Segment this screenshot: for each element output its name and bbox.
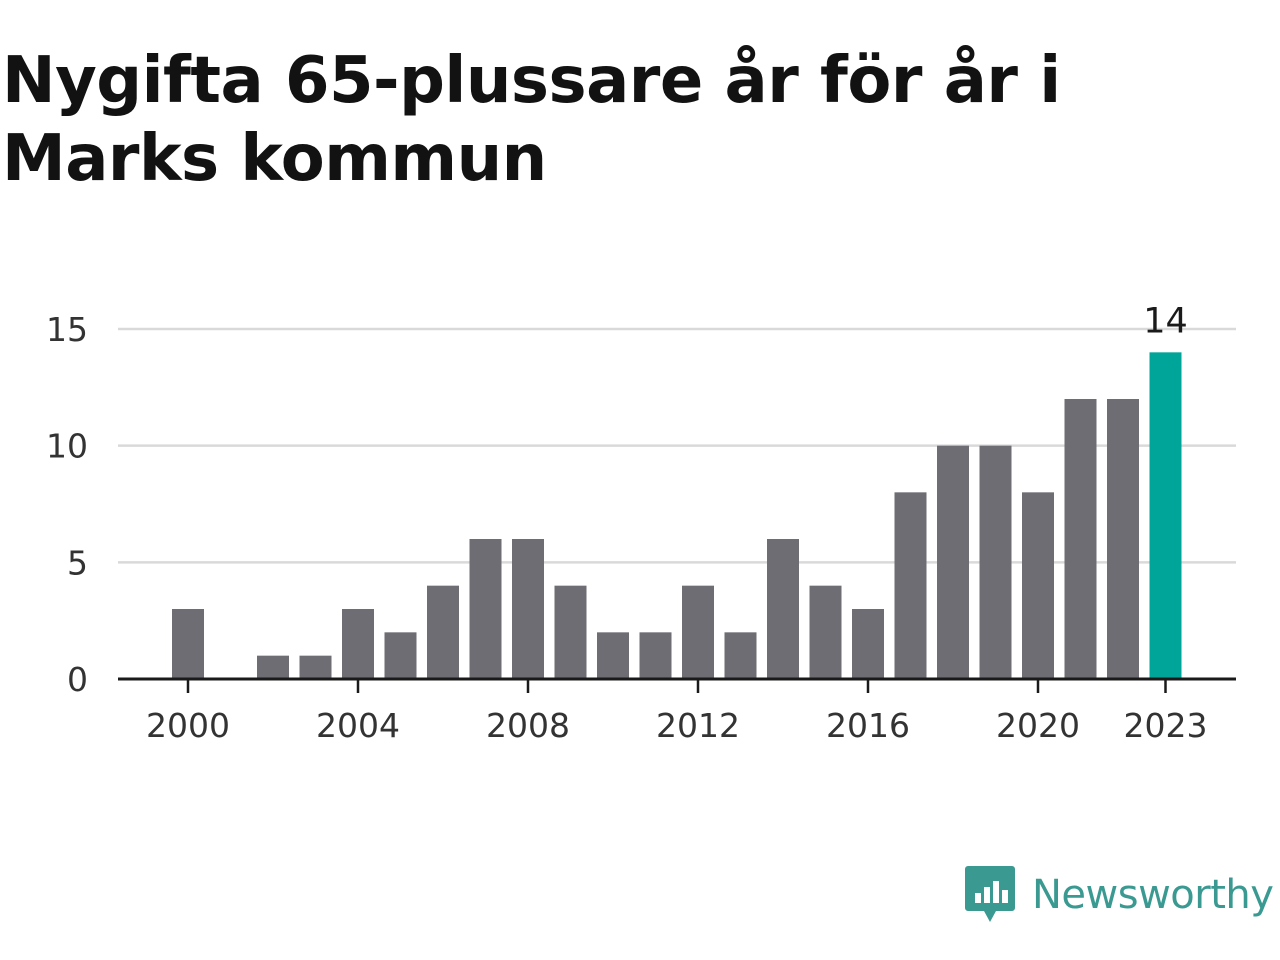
brand-name: Newsworthy [1032,872,1274,918]
y-tick-label: 5 [67,543,88,582]
y-tick-label: 0 [67,660,88,699]
x-tick-label: 2004 [316,706,400,745]
bar-2016 [852,609,884,679]
bar-2009 [554,585,587,679]
bar-2019 [979,445,1012,679]
x-axis [118,677,1236,693]
x-tick-label: 2008 [486,706,570,745]
y-tick-label: 15 [46,310,88,349]
bar-2010 [597,632,629,679]
y-tick-label: 10 [46,427,88,466]
x-tick-label: 2023 [1124,706,1208,745]
bar-2013 [724,632,757,679]
bar-2004 [342,609,374,679]
brand: Newsworthy [964,862,1274,928]
bar-2011 [639,632,672,679]
bar-2023 [1149,352,1182,679]
bar-2014 [767,539,799,679]
x-tick-label: 2012 [656,706,740,745]
bar-2012 [682,585,714,679]
bar-2007 [469,539,502,679]
x-tick-label: 2020 [996,706,1080,745]
bar-2002 [257,655,289,679]
bar-2018 [937,445,969,679]
bar-2006 [427,585,459,679]
tick-labels: 0 5 10 15 14 2000 2004 2008 2012 2016 2020 2023 [46,301,1207,745]
data-label-2023: 14 [1143,301,1188,341]
bar-2022 [1107,399,1139,679]
x-tick-label: 2016 [826,706,910,745]
newsworthy-logo-icon [965,866,1015,922]
bars [172,352,1182,679]
x-tick-label: 2000 [146,706,230,745]
bar-2017 [894,492,927,679]
bar-2003 [299,655,332,679]
bar-2020 [1022,492,1054,679]
bar-2021 [1064,399,1097,679]
bar-2015 [809,585,842,679]
bar-2000 [172,609,204,679]
chart-title: Nygifta 65-plussare år för år i Marks ko… [2,44,1061,196]
bar-2005 [384,632,417,679]
bar-2008 [512,539,544,679]
